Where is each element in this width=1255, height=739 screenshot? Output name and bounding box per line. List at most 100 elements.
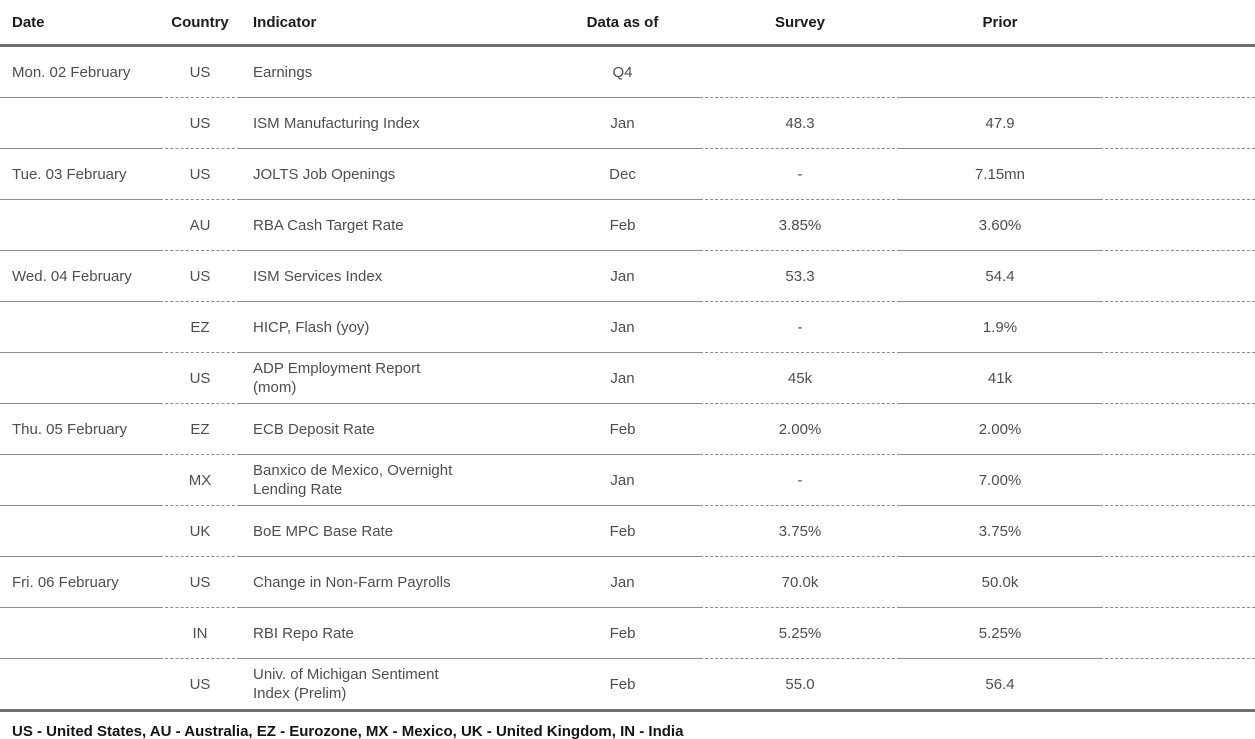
cell-country: US: [160, 97, 240, 149]
table-header: Date Country Indicator Data as of Survey…: [0, 0, 1255, 47]
cell-survey: 45k: [700, 352, 900, 404]
country-legend: US - United States, AU - Australia, EZ -…: [12, 723, 684, 739]
cell-survey: 3.75%: [700, 505, 900, 557]
cell-indicator: Banxico de Mexico, Overnight Lending Rat…: [240, 454, 545, 506]
cell-country: US: [160, 352, 240, 404]
cell-country: AU: [160, 199, 240, 251]
cell-date: [0, 352, 160, 404]
cell-prior: 2.00%: [900, 403, 1100, 455]
cell-survey: 70.0k: [700, 556, 900, 608]
column-header-filler: [1100, 0, 1255, 47]
cell-prior: 3.60%: [900, 199, 1100, 251]
table-body: Mon. 02 February US Earnings Q4 US ISM M…: [0, 45, 1255, 712]
cell-prior: 7.15mn: [900, 148, 1100, 200]
column-header-indicator: Indicator: [240, 0, 545, 47]
cell-country: IN: [160, 607, 240, 659]
cell-survey: 3.85%: [700, 199, 900, 251]
column-header-data-as-of: Data as of: [545, 0, 700, 47]
cell-filler: [1100, 607, 1255, 659]
cell-date: [0, 199, 160, 251]
cell-date: [0, 454, 160, 506]
table-row: EZ HICP, Flash (yoy) Jan - 1.9%: [0, 301, 1255, 353]
cell-date: Thu. 05 February: [0, 403, 160, 455]
table-row: Fri. 06 February US Change in Non-Farm P…: [0, 556, 1255, 608]
cell-prior: 1.9%: [900, 301, 1100, 353]
cell-survey: [700, 45, 900, 98]
table-row: UK BoE MPC Base Rate Feb 3.75% 3.75%: [0, 505, 1255, 557]
cell-data-as-of: Feb: [545, 199, 700, 251]
cell-filler: [1100, 403, 1255, 455]
cell-data-as-of: Jan: [545, 301, 700, 353]
cell-data-as-of: Q4: [545, 45, 700, 98]
cell-date: Fri. 06 February: [0, 556, 160, 608]
column-header-prior: Prior: [900, 0, 1100, 47]
cell-filler: [1100, 301, 1255, 353]
cell-data-as-of: Dec: [545, 148, 700, 200]
cell-indicator: ISM Services Index: [240, 250, 545, 302]
cell-country: EZ: [160, 403, 240, 455]
cell-survey: -: [700, 454, 900, 506]
cell-filler: [1100, 454, 1255, 506]
cell-data-as-of: Jan: [545, 97, 700, 149]
cell-prior: [900, 45, 1100, 98]
cell-indicator: BoE MPC Base Rate: [240, 505, 545, 557]
cell-prior: 50.0k: [900, 556, 1100, 608]
cell-filler: [1100, 97, 1255, 149]
cell-filler: [1100, 658, 1255, 712]
table-row: US Univ. of Michigan Sentiment Index (Pr…: [0, 658, 1255, 712]
cell-data-as-of: Feb: [545, 607, 700, 659]
cell-filler: [1100, 556, 1255, 608]
table-row: MX Banxico de Mexico, Overnight Lending …: [0, 454, 1255, 506]
cell-indicator: ECB Deposit Rate: [240, 403, 545, 455]
cell-filler: [1100, 352, 1255, 404]
cell-filler: [1100, 148, 1255, 200]
cell-indicator: Change in Non-Farm Payrolls: [240, 556, 545, 608]
cell-prior: 7.00%: [900, 454, 1100, 506]
cell-date: [0, 97, 160, 149]
cell-indicator: Earnings: [240, 45, 545, 98]
cell-country: UK: [160, 505, 240, 557]
cell-date: [0, 301, 160, 353]
cell-data-as-of: Feb: [545, 403, 700, 455]
cell-survey: 2.00%: [700, 403, 900, 455]
cell-prior: 41k: [900, 352, 1100, 404]
cell-data-as-of: Jan: [545, 352, 700, 404]
cell-indicator: Univ. of Michigan Sentiment Index (Preli…: [240, 658, 545, 712]
cell-date: Tue. 03 February: [0, 148, 160, 200]
cell-survey: 48.3: [700, 97, 900, 149]
cell-indicator: RBI Repo Rate: [240, 607, 545, 659]
cell-survey: 5.25%: [700, 607, 900, 659]
cell-data-as-of: Jan: [545, 556, 700, 608]
cell-filler: [1100, 45, 1255, 98]
cell-country: MX: [160, 454, 240, 506]
cell-data-as-of: Jan: [545, 454, 700, 506]
cell-prior: 56.4: [900, 658, 1100, 712]
table-row: US ADP Employment Report (mom) Jan 45k 4…: [0, 352, 1255, 404]
cell-prior: 5.25%: [900, 607, 1100, 659]
column-header-date: Date: [0, 0, 160, 47]
cell-indicator: HICP, Flash (yoy): [240, 301, 545, 353]
cell-indicator: ADP Employment Report (mom): [240, 352, 545, 404]
cell-data-as-of: Feb: [545, 505, 700, 557]
column-header-survey: Survey: [700, 0, 900, 47]
table-row: AU RBA Cash Target Rate Feb 3.85% 3.60%: [0, 199, 1255, 251]
cell-country: US: [160, 250, 240, 302]
cell-indicator: ISM Manufacturing Index: [240, 97, 545, 149]
cell-date: Wed. 04 February: [0, 250, 160, 302]
table-row: US ISM Manufacturing Index Jan 48.3 47.9: [0, 97, 1255, 149]
cell-date: [0, 505, 160, 557]
cell-data-as-of: Feb: [545, 658, 700, 712]
cell-survey: -: [700, 148, 900, 200]
cell-indicator: JOLTS Job Openings: [240, 148, 545, 200]
header-row: Date Country Indicator Data as of Survey…: [0, 0, 1255, 47]
cell-filler: [1100, 199, 1255, 251]
cell-survey: 55.0: [700, 658, 900, 712]
cell-prior: 54.4: [900, 250, 1100, 302]
economic-calendar-table: Date Country Indicator Data as of Survey…: [0, 0, 1255, 712]
table-row: IN RBI Repo Rate Feb 5.25% 5.25%: [0, 607, 1255, 659]
cell-country: US: [160, 556, 240, 608]
cell-date: Mon. 02 February: [0, 45, 160, 98]
cell-filler: [1100, 505, 1255, 557]
cell-country: EZ: [160, 301, 240, 353]
